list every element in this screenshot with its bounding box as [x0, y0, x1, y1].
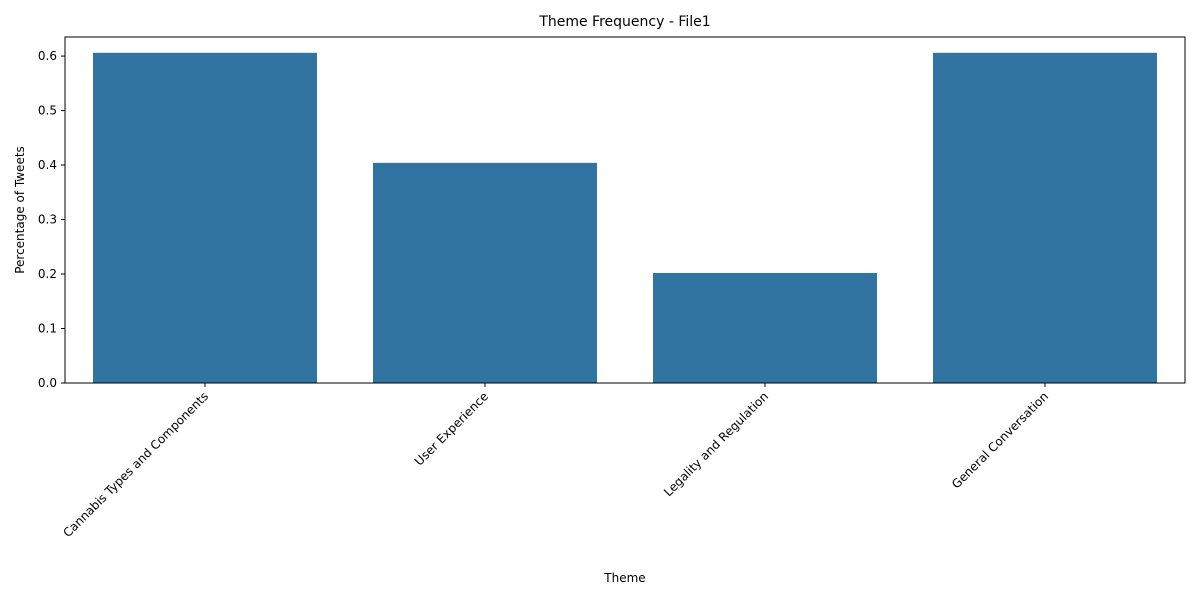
x-tick-label: Cannabis Types and Components: [60, 389, 211, 540]
x-tick-label: General Conversation: [949, 389, 1051, 491]
y-axis-label: Percentage of Tweets: [13, 146, 27, 274]
x-axis-label: Theme: [603, 571, 645, 585]
y-tick-label: 0.4: [38, 158, 57, 172]
y-tick-label: 0.0: [38, 376, 57, 390]
chart-title: Theme Frequency - File1: [538, 14, 710, 30]
y-tick-label: 0.3: [38, 213, 57, 227]
bar: [933, 52, 1157, 383]
plot-frame: [64, 36, 1186, 384]
x-axis-ticks: Cannabis Types and Components User Experi…: [60, 383, 1051, 540]
bars-group: [93, 52, 1157, 383]
y-tick-label: 0.6: [38, 49, 57, 63]
y-tick-label: 0.2: [38, 267, 57, 281]
bar: [93, 52, 317, 383]
y-tick-label: 0.1: [38, 322, 57, 336]
y-tick-label: 0.5: [38, 104, 57, 118]
bar: [653, 272, 877, 383]
y-axis-ticks: 0.0 0.1 0.2 0.3 0.4 0.5 0.6: [38, 49, 65, 390]
x-tick-label: User Experience: [412, 389, 491, 468]
x-tick-label: Legality and Regulation: [661, 389, 771, 499]
bar: [373, 162, 597, 383]
